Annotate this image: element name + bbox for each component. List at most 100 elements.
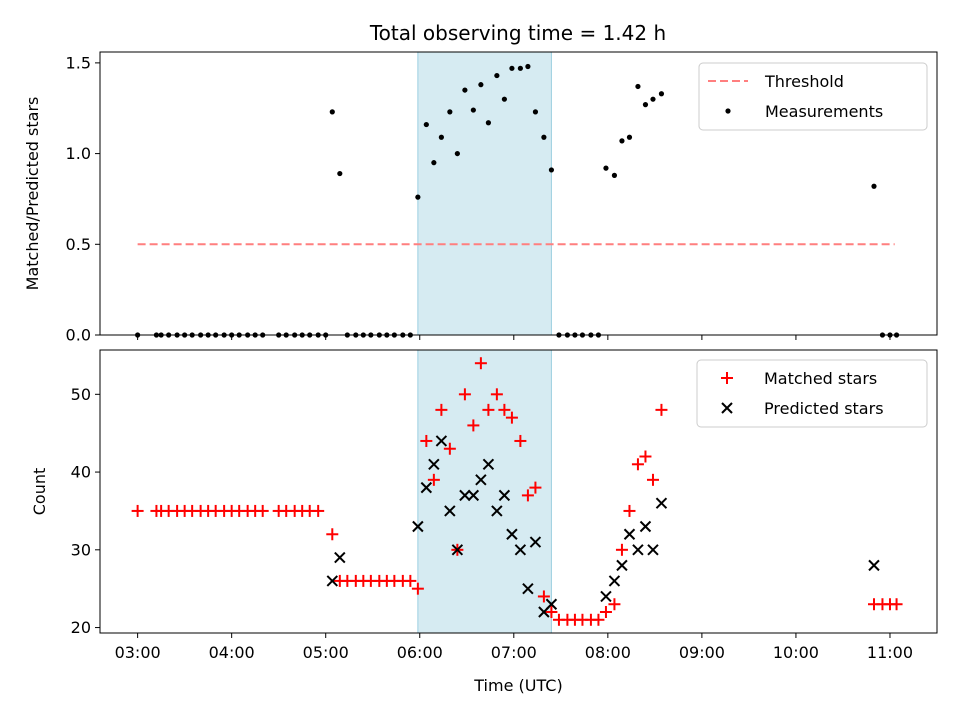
matched-star-point [646, 473, 659, 486]
x-tick-label: 07:00 [491, 643, 537, 662]
matched-star-point [404, 574, 417, 587]
bottom-y-axis-label: Count [30, 468, 49, 516]
y-tick-label: 0.0 [66, 326, 91, 345]
y-tick-label: 1.5 [66, 53, 91, 72]
matched-star-point [498, 403, 511, 416]
top-panel: 0.0 0.5 1.0 1.5 Matched/Predicted stars Thr… [23, 51, 938, 345]
top-legend: Threshold Measurements [698, 62, 928, 131]
measurement-point [337, 170, 343, 177]
x-tick-label: 08:00 [585, 643, 631, 662]
measurement-point [485, 120, 492, 126]
y-tick-label: 50 [71, 385, 91, 404]
x-tick-label: 09:00 [679, 643, 725, 662]
predicted-star-point [506, 528, 518, 540]
y-tick-label: 0.5 [66, 235, 91, 254]
measurement-point [438, 134, 444, 140]
predicted-star-point [655, 497, 668, 509]
legend-plus-marker [721, 372, 733, 384]
measurement-point [431, 160, 437, 166]
legend-measurements-label: Measurements [765, 102, 883, 121]
matched-star-point [435, 403, 448, 416]
matched-star-point [256, 504, 269, 517]
bottom-panel: 03:00 04:00 05:00 06:00 07:00 08:00 09:00 10:00… [30, 349, 938, 695]
bottom-y-ticks: 20 30 40 50 [71, 385, 100, 637]
predicted-star-point [334, 551, 346, 564]
legend-matched-label: Matched stars [764, 369, 877, 388]
matched-star-point [514, 434, 527, 447]
matched-star-point [639, 450, 652, 463]
measurement-point [635, 83, 641, 90]
matched-star-point [427, 473, 440, 486]
measurement-point [447, 109, 453, 115]
x-axis-label: Time (UTC) [473, 676, 562, 695]
measurement-point [478, 82, 484, 88]
y-tick-label: 1.0 [66, 144, 91, 163]
predicted-star-point [514, 544, 527, 556]
predicted-star-point [529, 536, 542, 548]
measurement-point [548, 167, 555, 173]
matched-star-point [890, 598, 903, 611]
y-tick-label: 20 [71, 618, 91, 637]
matched-star-point [482, 403, 495, 416]
matched-stars-points [131, 357, 903, 626]
chart-title: Total observing time = 1.42 h [369, 21, 666, 45]
predicted-star-point [545, 598, 558, 610]
matched-star-point [599, 606, 612, 619]
matched-star-point [505, 411, 518, 424]
measurement-point [611, 172, 618, 178]
x-tick-label: 05:00 [303, 643, 349, 662]
matched-star-point [312, 504, 325, 517]
matched-star-point [131, 504, 144, 517]
measurement-point [494, 72, 500, 79]
legend-predicted-swatch [721, 402, 733, 414]
top-y-ticks: 0.0 0.5 1.0 1.5 [66, 53, 100, 345]
matched-star-point [655, 403, 668, 416]
legend-measurements-swatch [725, 108, 731, 114]
measurement-point [525, 63, 531, 70]
measurement-point [517, 65, 523, 71]
matched-star-point [537, 590, 550, 603]
matched-star-point [631, 458, 644, 471]
matched-star-point [443, 442, 456, 455]
predicted-star-point [444, 505, 456, 517]
matched-star-point [458, 388, 471, 401]
x-tick-label: 03:00 [115, 643, 161, 662]
predicted-star-point [632, 544, 644, 556]
predicted-stars-points [326, 435, 880, 618]
predicted-star-point [600, 590, 612, 603]
matched-star-point [474, 357, 487, 370]
observing-window-bottom [417, 349, 552, 634]
matched-star-point [608, 598, 621, 611]
measurement-point [454, 150, 460, 157]
predicted-star-point [623, 528, 636, 540]
predicted-star-point [498, 489, 511, 502]
x-tick-label: 10:00 [773, 643, 819, 662]
top-y-axis-label: Matched/Predicted stars [23, 97, 42, 291]
x-ticks: 03:00 04:00 05:00 06:00 07:00 08:00 09:00 10:00… [115, 633, 913, 662]
x-tick-label: 04:00 [209, 643, 255, 662]
legend-threshold-label: Threshold [764, 72, 844, 91]
matched-star-point [420, 434, 433, 447]
measurement-point [509, 65, 515, 71]
bottom-legend-box [696, 359, 928, 428]
predicted-star-point [482, 458, 495, 470]
predicted-star-point [868, 559, 880, 572]
matched-star-point [623, 504, 636, 517]
measurement-point [626, 134, 633, 140]
x-tick-label: 06:00 [397, 643, 443, 662]
matched-star-point [545, 606, 558, 619]
matched-star-point [592, 613, 605, 626]
predicted-star-point [616, 559, 628, 572]
measurement-point [470, 107, 476, 113]
measurement-point [329, 109, 335, 115]
legend-predicted-label: Predicted stars [764, 399, 884, 418]
measurement-point [658, 91, 665, 97]
predicted-star-point [467, 489, 480, 502]
predicted-star-point [475, 474, 487, 486]
predicted-star-point [420, 481, 433, 494]
measurement-point [871, 183, 877, 189]
top-plot-frame [99, 51, 938, 336]
predicted-star-point [639, 520, 652, 533]
matched-star-point [529, 481, 542, 494]
